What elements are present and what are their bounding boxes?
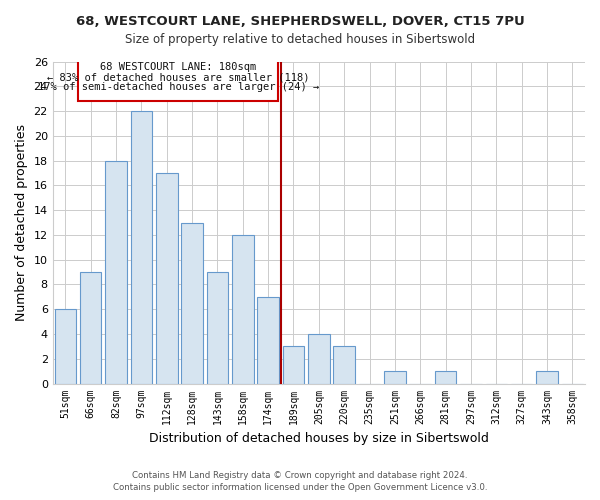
Text: 68, WESTCOURT LANE, SHEPHERDSWELL, DOVER, CT15 7PU: 68, WESTCOURT LANE, SHEPHERDSWELL, DOVER… [76, 15, 524, 28]
Text: Contains HM Land Registry data © Crown copyright and database right 2024.
Contai: Contains HM Land Registry data © Crown c… [113, 471, 487, 492]
Bar [536, 371, 558, 384]
Bar [131, 111, 152, 384]
Bar [283, 346, 304, 384]
Y-axis label: Number of detached properties: Number of detached properties [15, 124, 28, 321]
X-axis label: Distribution of detached houses by size in Sibertswold: Distribution of detached houses by size … [149, 432, 489, 445]
Bar [384, 371, 406, 384]
Bar [257, 297, 279, 384]
Bar [308, 334, 329, 384]
FancyBboxPatch shape [78, 58, 278, 101]
Text: 17% of semi-detached houses are larger (24) →: 17% of semi-detached houses are larger (… [38, 82, 319, 92]
Text: 68 WESTCOURT LANE: 180sqm: 68 WESTCOURT LANE: 180sqm [100, 62, 256, 72]
Bar [334, 346, 355, 384]
Bar [105, 160, 127, 384]
Text: ← 83% of detached houses are smaller (118): ← 83% of detached houses are smaller (11… [47, 72, 310, 82]
Bar [181, 222, 203, 384]
Bar [206, 272, 228, 384]
Bar [232, 235, 254, 384]
Bar [435, 371, 457, 384]
Bar [156, 173, 178, 384]
Text: Size of property relative to detached houses in Sibertswold: Size of property relative to detached ho… [125, 32, 475, 46]
Bar [80, 272, 101, 384]
Bar [55, 309, 76, 384]
